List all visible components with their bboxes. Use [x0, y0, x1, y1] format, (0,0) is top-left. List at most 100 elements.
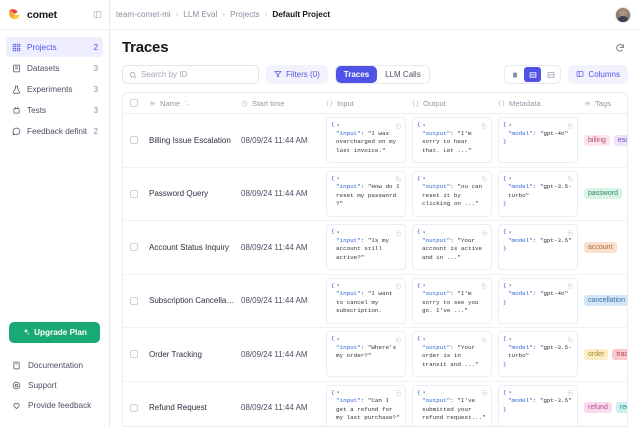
- copy-icon[interactable]: [481, 337, 487, 343]
- input-json-card[interactable]: {▾ "input": "Where's my order?": [326, 331, 406, 378]
- chevron-down-icon[interactable]: ▾: [336, 228, 340, 236]
- column-header-input[interactable]: Input: [320, 99, 406, 108]
- cell-name[interactable]: Refund Request: [143, 382, 235, 427]
- copy-icon[interactable]: [395, 283, 401, 289]
- column-header-tags[interactable]: Tags: [578, 99, 627, 108]
- json-toggle[interactable]: {▾: [331, 121, 401, 130]
- copy-icon[interactable]: [567, 390, 573, 396]
- json-toggle[interactable]: {▾: [503, 121, 573, 130]
- column-header-start-time[interactable]: Start time: [235, 99, 320, 108]
- output-json-card[interactable]: {▾ "output": "Your order is in transit an…: [412, 331, 492, 378]
- cell-name[interactable]: Billing Issue Escalation: [143, 114, 235, 167]
- chevron-down-icon[interactable]: ▾: [422, 282, 426, 290]
- table-row[interactable]: Account Status Inquiry 08/09/24 11:44 AM {…: [123, 221, 627, 275]
- tag-chip[interactable]: order: [584, 348, 609, 360]
- columns-button[interactable]: Columns: [568, 65, 628, 84]
- row-checkbox[interactable]: [130, 136, 138, 145]
- chevron-down-icon[interactable]: ▾: [422, 121, 426, 129]
- sort-icon[interactable]: [184, 100, 190, 106]
- sidebar-item-projects[interactable]: Projects 2: [6, 37, 103, 57]
- breadcrumb-item-team[interactable]: team-comet-ml: [116, 10, 171, 19]
- tag-chip[interactable]: billing: [584, 134, 610, 146]
- copy-icon[interactable]: [481, 390, 487, 396]
- output-json-card[interactable]: {▾ "output": "I'm sorry to see you go. I'…: [412, 277, 492, 324]
- input-json-card[interactable]: {▾ "input": "Can I get a refund for my la…: [326, 384, 406, 426]
- tag-chip[interactable]: refund: [584, 402, 612, 414]
- chevron-down-icon[interactable]: ▾: [508, 228, 512, 236]
- copy-icon[interactable]: [481, 230, 487, 236]
- upgrade-plan-button[interactable]: Upgrade Plan: [9, 322, 100, 343]
- copy-icon[interactable]: [481, 283, 487, 289]
- cell-name[interactable]: Password Query: [143, 168, 235, 221]
- row-checkbox[interactable]: [130, 403, 138, 412]
- select-all-checkbox[interactable]: [130, 99, 138, 107]
- chevron-down-icon[interactable]: ▾: [422, 228, 426, 236]
- sidebar-link-provide-feedback[interactable]: Provide feedback: [9, 395, 100, 415]
- row-checkbox[interactable]: [130, 296, 138, 305]
- sidebar-link-support[interactable]: Support: [9, 375, 100, 395]
- chevron-down-icon[interactable]: ▾: [508, 389, 512, 397]
- metadata-json-card[interactable]: {▾ "model": "gpt-3.5"}: [498, 384, 578, 426]
- tab-traces[interactable]: Traces: [335, 66, 378, 83]
- view-split-icon[interactable]: [542, 67, 559, 82]
- chevron-down-icon[interactable]: ▾: [508, 121, 512, 129]
- column-header-metadata[interactable]: Metadata: [492, 99, 578, 108]
- search-box[interactable]: [122, 65, 259, 84]
- copy-icon[interactable]: [481, 176, 487, 182]
- view-rows-icon[interactable]: [524, 67, 542, 82]
- sidebar-item-datasets[interactable]: Datasets 3: [6, 58, 103, 78]
- json-toggle[interactable]: {▾: [331, 282, 401, 291]
- chevron-down-icon[interactable]: ▾: [336, 282, 340, 290]
- json-toggle[interactable]: {▾: [503, 228, 573, 237]
- input-json-card[interactable]: {▾ "input": "I want to cancel my subscrip…: [326, 277, 406, 324]
- table-row[interactable]: Order Tracking 08/09/24 11:44 AM{▾ "input"…: [123, 328, 627, 382]
- filters-button[interactable]: Filters (0): [266, 65, 328, 84]
- chevron-down-icon[interactable]: ▾: [336, 389, 340, 397]
- tag-chip[interactable]: track: [612, 348, 627, 360]
- copy-icon[interactable]: [481, 123, 487, 129]
- avatar[interactable]: [615, 6, 631, 23]
- output-json-card[interactable]: {▾ "output": "Your account is active and …: [412, 224, 492, 271]
- json-toggle[interactable]: {▾: [331, 175, 401, 184]
- search-input[interactable]: [141, 70, 252, 79]
- json-toggle[interactable]: {▾: [331, 228, 401, 237]
- copy-icon[interactable]: [395, 230, 401, 236]
- output-json-card[interactable]: {▾ "output": "ou can reset it by clicking…: [412, 170, 492, 217]
- copy-icon[interactable]: [567, 176, 573, 182]
- json-toggle[interactable]: {▾: [503, 175, 573, 184]
- tag-chip[interactable]: account: [584, 241, 617, 253]
- table-row[interactable]: Refund Request 08/09/24 11:44 AM{▾ "input"…: [123, 382, 627, 427]
- json-toggle[interactable]: {▾: [503, 282, 573, 291]
- table-row[interactable]: Billing Issue Escalation 08/09/24 11:44 A…: [123, 114, 627, 168]
- json-toggle[interactable]: {▾: [417, 389, 487, 398]
- tag-chip[interactable]: requ: [615, 402, 627, 414]
- json-toggle[interactable]: {▾: [417, 175, 487, 184]
- json-toggle[interactable]: {▾: [331, 335, 401, 344]
- metadata-json-card[interactable]: {▾ "model": "gpt-4o"}: [498, 117, 578, 164]
- tag-chip[interactable]: esca: [613, 134, 627, 146]
- tag-chip[interactable]: password: [584, 188, 622, 200]
- json-toggle[interactable]: {▾: [417, 335, 487, 344]
- table-row[interactable]: Subscription Cancellation 08/09/24 11:44 …: [123, 275, 627, 328]
- metadata-json-card[interactable]: {▾ "model": "gpt-3.5-turbo"}: [498, 170, 578, 217]
- chevron-down-icon[interactable]: ▾: [422, 335, 426, 343]
- copy-icon[interactable]: [567, 283, 573, 289]
- sidebar-link-documentation[interactable]: Documentation: [9, 355, 100, 375]
- copy-icon[interactable]: [395, 337, 401, 343]
- cell-name[interactable]: Account Status Inquiry: [143, 221, 235, 274]
- chevron-down-icon[interactable]: ▾: [336, 175, 340, 183]
- metadata-json-card[interactable]: {▾ "model": "gpt-3.5-turbo"}: [498, 331, 578, 378]
- chevron-down-icon[interactable]: ▾: [422, 175, 426, 183]
- json-toggle[interactable]: {▾: [417, 228, 487, 237]
- copy-icon[interactable]: [567, 230, 573, 236]
- chevron-down-icon[interactable]: ▾: [508, 175, 512, 183]
- row-checkbox[interactable]: [130, 350, 138, 359]
- breadcrumb-item-workspace[interactable]: LLM Eval: [183, 10, 218, 19]
- chevron-down-icon[interactable]: ▾: [422, 389, 426, 397]
- input-json-card[interactable]: {▾ "input": "I was overcharged on my last…: [326, 117, 406, 164]
- view-compact-icon[interactable]: [506, 67, 523, 82]
- copy-icon[interactable]: [567, 337, 573, 343]
- cell-name[interactable]: Subscription Cancellation: [143, 275, 235, 328]
- row-checkbox[interactable]: [130, 243, 138, 252]
- metadata-json-card[interactable]: {▾ "model": "gpt-3.5"}: [498, 224, 578, 271]
